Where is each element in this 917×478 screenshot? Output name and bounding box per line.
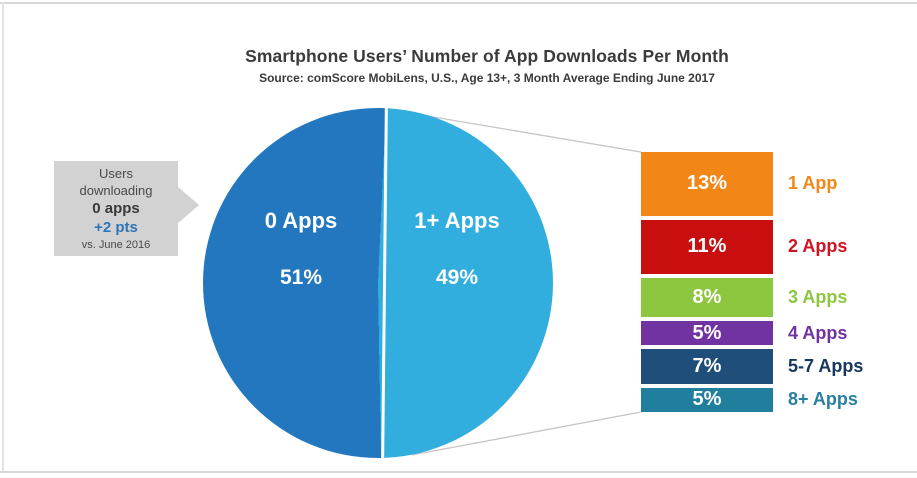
bar-value: 8% <box>692 285 722 308</box>
frame-bottom-border <box>0 471 917 473</box>
breakdown-bar: 7% <box>641 349 773 384</box>
bar-label: 8+ Apps <box>788 389 858 410</box>
breakdown-bar: 11% <box>641 219 773 274</box>
frame-left-border <box>2 2 4 472</box>
bar-value: 13% <box>686 172 728 195</box>
callout-line: 0 apps <box>92 200 140 217</box>
breakdown-row: 11% 2 Apps <box>641 219 863 274</box>
breakdown-bar: 5% <box>641 387 773 413</box>
pie-slice-zero-apps: 0 Apps 51% <box>221 208 381 290</box>
chart-header: Smartphone Users’ Number of App Download… <box>57 46 917 85</box>
bar-label: 5-7 Apps <box>788 355 864 376</box>
pie-slice-oneplus-apps: 1+ Apps 49% <box>377 208 537 290</box>
bar-value: 5% <box>692 321 722 344</box>
chart-title: Smartphone Users’ Number of App Download… <box>245 46 729 66</box>
breakdown-row: 13% 1 App <box>641 152 863 216</box>
breakdown-bars: 13% 1 App 11% 2 Apps 8% 3 Apps 5% 4 Apps… <box>641 152 863 416</box>
bar-value: 5% <box>692 388 722 411</box>
breakdown-row: 7% 5-7 Apps <box>641 349 864 384</box>
callout-delta: +2 pts <box>94 219 138 236</box>
callout-line: Users <box>99 166 133 181</box>
bar-label: 3 Apps <box>788 286 848 307</box>
slice-value: 49% <box>435 266 479 289</box>
breakdown-row: 8% 3 Apps <box>641 277 863 317</box>
frame-top-border <box>0 2 917 4</box>
chart-subtitle: Source: comScore MobiLens, U.S., Age 13+… <box>259 71 715 85</box>
callout-line: vs. June 2016 <box>81 239 151 251</box>
breakdown-row: 5% 8+ Apps <box>641 387 863 413</box>
breakdown-bar: 8% <box>641 277 773 317</box>
slice-value: 51% <box>279 266 323 289</box>
slice-label: 1+ Apps <box>414 208 500 233</box>
callout-arrow <box>177 186 199 224</box>
slice-label: 0 Apps <box>264 208 338 233</box>
callout-users-downloading: Users downloading 0 apps +2 pts vs. June… <box>54 161 178 256</box>
breakdown-bar: 13% <box>641 152 773 216</box>
bar-label: 4 Apps <box>788 322 848 343</box>
bar-value: 11% <box>687 235 727 258</box>
bar-label: 1 App <box>788 173 838 194</box>
bar-label: 2 Apps <box>788 236 848 257</box>
breakdown-row: 5% 4 Apps <box>641 320 863 346</box>
bar-value: 7% <box>692 354 722 377</box>
breakdown-bar: 5% <box>641 320 773 346</box>
callout-line: downloading <box>79 183 153 198</box>
pie-chart: 0 Apps 51% 1+ Apps 49% <box>203 107 553 459</box>
